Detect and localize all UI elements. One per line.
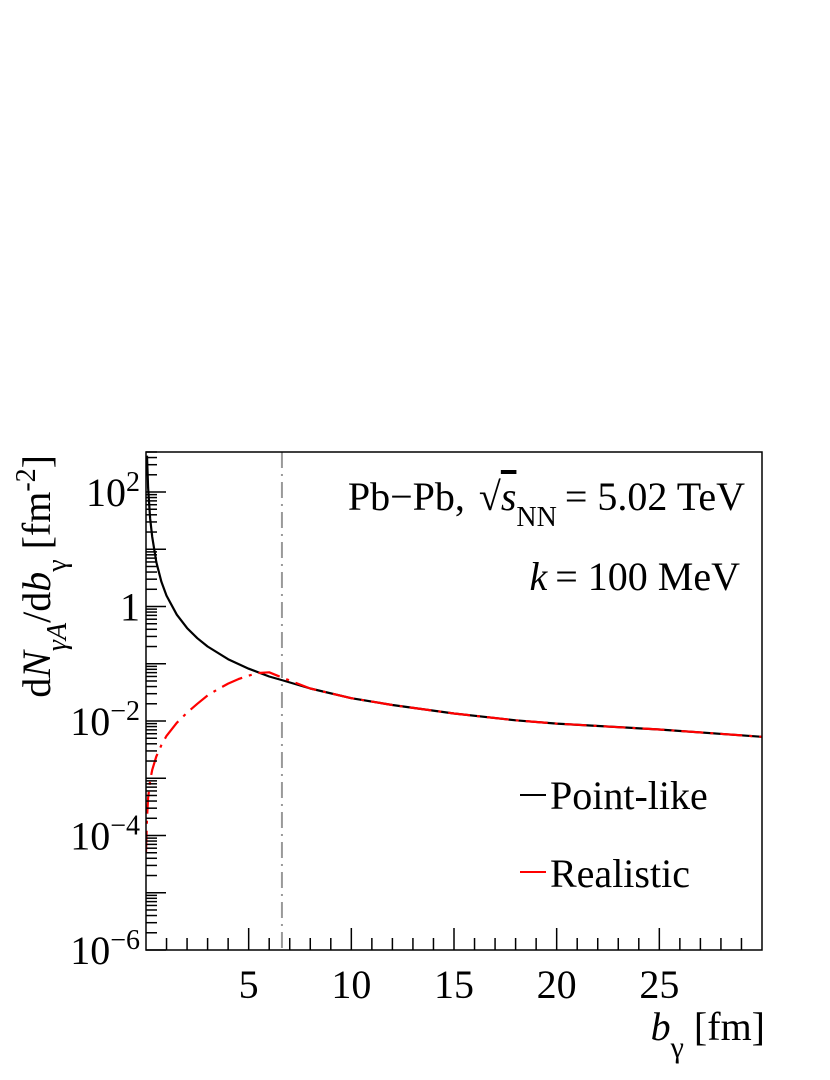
x-tick-label: 25 xyxy=(639,962,679,1007)
annotation-k: k = 100 MeV xyxy=(529,554,740,599)
y-tick-exp: −2 xyxy=(110,696,140,727)
x-axis-title-var: b xyxy=(651,1004,671,1049)
y-tick-base: 10 xyxy=(70,814,110,859)
x-tick-label: 5 xyxy=(239,962,259,1007)
y-tick-base: 1 xyxy=(120,585,140,630)
y-tick-label: 10−6 xyxy=(70,925,140,974)
y-tick-base: 10 xyxy=(86,470,126,515)
x-axis-title-sub: γ xyxy=(670,1031,684,1064)
y-tick-base: 10 xyxy=(70,928,110,973)
x-tick-label: 10 xyxy=(331,962,371,1007)
legend-label-realistic: Realistic xyxy=(550,851,690,896)
y-tick-label: 10−4 xyxy=(70,810,140,859)
y-tick-exp: 2 xyxy=(126,467,140,498)
y-tick-exp: −6 xyxy=(110,925,140,956)
series-line-point-like xyxy=(146,455,762,738)
annotation-system: Pb−Pb, √sNN = 5.02 TeV xyxy=(348,474,745,533)
y-tick-exp: −4 xyxy=(110,810,140,841)
series-layer xyxy=(146,455,762,853)
legend-label-point-like: Point-like xyxy=(550,773,708,818)
y-tick-label: 10−2 xyxy=(70,696,140,745)
x-axis-title: bγ [fm] xyxy=(651,1004,765,1064)
x-axis-title-unit: [fm] xyxy=(694,1004,765,1049)
x-tick-label: 20 xyxy=(537,962,577,1007)
x-tick-label: 15 xyxy=(434,962,474,1007)
series-line-realistic xyxy=(146,671,762,853)
y-tick-base: 10 xyxy=(70,699,110,744)
y-axis-title: dNγA/dbγ[fm-2] xyxy=(11,455,73,698)
y-axis-ticks xyxy=(146,451,166,951)
legend: Point-like Realistic xyxy=(520,773,708,896)
y-tick-label: 1 xyxy=(120,585,140,630)
x-axis-tick-labels: 5 10 15 20 25 xyxy=(239,962,680,1007)
y-tick-label: 102 xyxy=(86,467,140,516)
x-axis-ticks xyxy=(165,928,743,950)
